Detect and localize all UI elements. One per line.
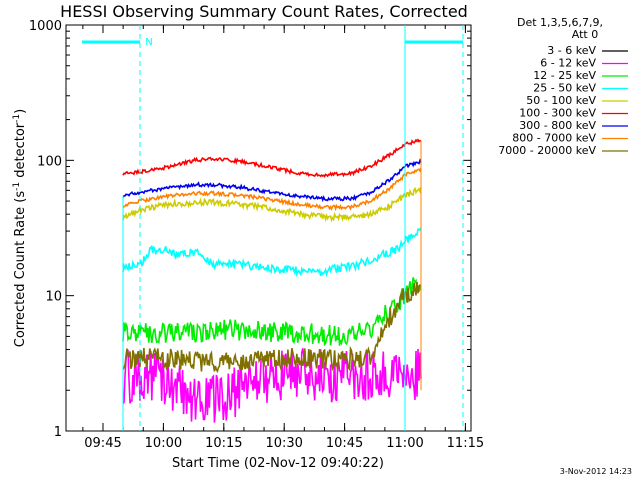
x-tick-label: 11:15 [447, 436, 484, 451]
x-tick-label: 10:15 [205, 436, 242, 451]
y-tick-label: 100 [37, 154, 62, 169]
legend-header-line-2: Att 0 [572, 28, 598, 41]
series-line [122, 138, 422, 179]
plot-frame [65, 24, 472, 432]
y-tick-label: 1 [54, 425, 62, 440]
series-line [122, 348, 422, 423]
x-tick-label: 09:45 [84, 436, 121, 451]
series-line [122, 158, 422, 203]
legend-label: 100 - 300 keV [519, 107, 596, 120]
series-line [122, 186, 422, 223]
y-tick-label: 10 [45, 290, 62, 305]
series-line [122, 281, 422, 374]
series-line [122, 227, 422, 278]
series-line [122, 277, 422, 347]
series-layer [122, 138, 422, 431]
legend-header-line-1: Det 1,3,5,6,7,9, [517, 16, 603, 29]
legend-label: 7000 - 20000 keV [498, 144, 596, 157]
legend-label: 3 - 6 keV [547, 44, 596, 57]
axis-ticks: 1 10 100 1000 09:45 10:00 10:15 10:30 10:45 11:00… [29, 19, 484, 451]
series-line [122, 168, 422, 212]
x-tick-label: 10:45 [326, 436, 363, 451]
footer-date: 3-Nov-2012 14:23 [560, 467, 632, 476]
legend-label: 800 - 7000 keV [512, 132, 596, 145]
x-tick-label: 10:00 [145, 436, 182, 451]
markers-layer: N [82, 25, 464, 431]
legend-label: 25 - 50 keV [533, 82, 596, 95]
night-marker-label: N [145, 37, 152, 48]
legend-label: 50 - 100 keV [526, 94, 596, 107]
legend-label: 6 - 12 keV [540, 57, 596, 70]
legend-label: 12 - 25 keV [533, 69, 596, 82]
y-tick-label: 1000 [29, 19, 62, 34]
chart-title: HESSI Observing Summary Count Rates, Cor… [60, 2, 468, 21]
y-axis-label: Corrected Count Rate (s-1 detector-1) [12, 109, 28, 347]
x-axis-label: Start Time (02-Nov-12 09:40:22) [172, 456, 384, 471]
x-tick-label: 10:30 [265, 436, 302, 451]
legend-label: 300 - 800 keV [519, 119, 596, 132]
x-tick-label: 11:00 [386, 436, 423, 451]
